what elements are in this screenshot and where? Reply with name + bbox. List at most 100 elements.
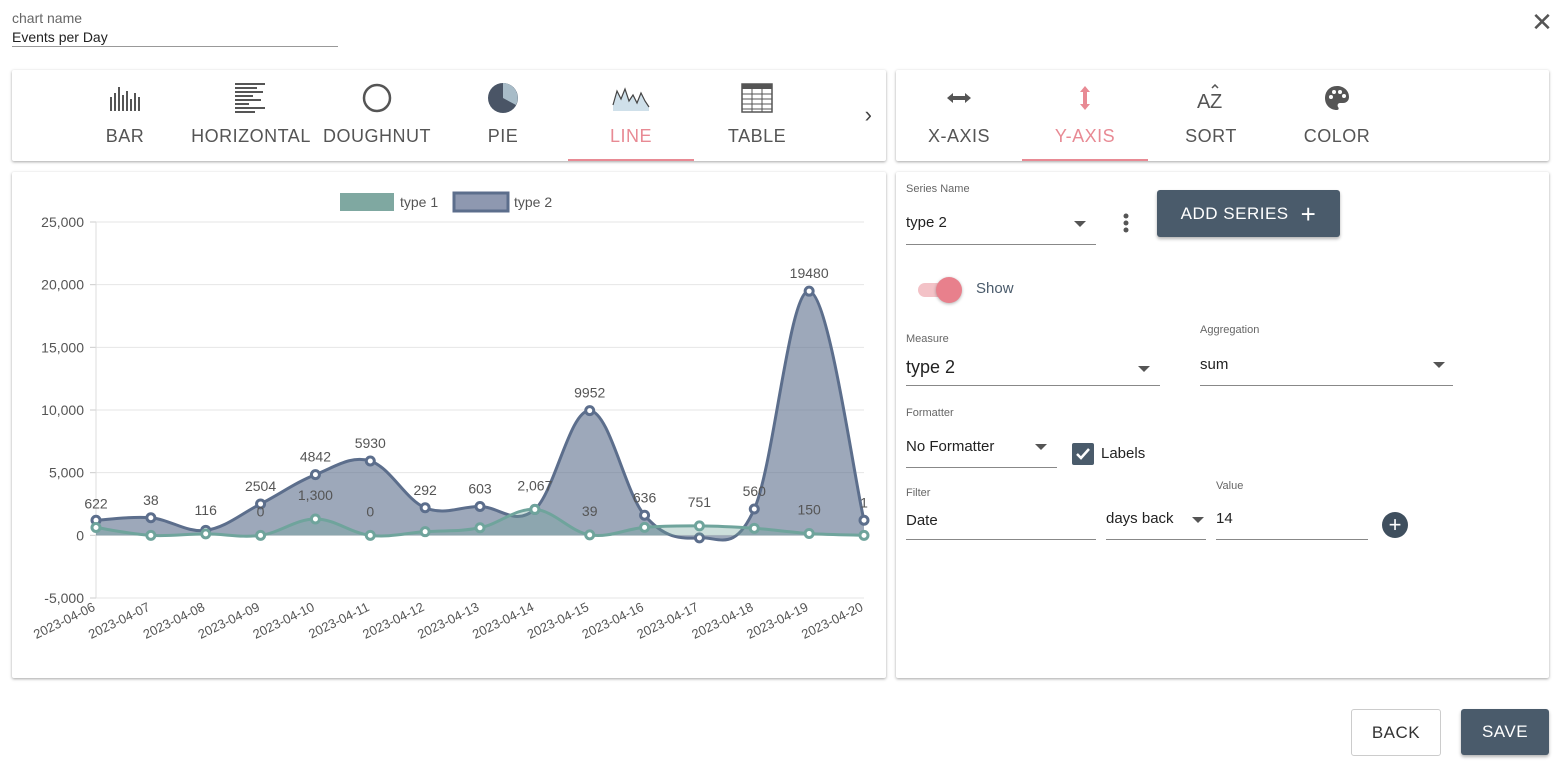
bar-chart-icon [62, 82, 188, 114]
x-tick-label: 2023-04-09 [196, 599, 262, 642]
legend-swatch [340, 193, 394, 211]
caret-down-icon [1074, 221, 1086, 227]
series-settings-panel: Series Name type 2 ADD SERIES + Show Mea… [896, 172, 1549, 678]
filter-label: Filter [906, 487, 931, 499]
data-label: 39 [582, 503, 598, 519]
data-point [309, 469, 321, 481]
horizontal-arrows-icon [896, 82, 1022, 114]
data-label: 751 [688, 494, 712, 510]
labels-checkbox-label: Labels [1101, 445, 1146, 462]
x-tick-label: 2023-04-20 [799, 599, 865, 642]
pie-icon [440, 82, 566, 114]
line-chart: 25,00020,00015,00010,0005,0000-5,0002023… [31, 191, 870, 642]
data-label: 150 [797, 501, 821, 517]
tab-table[interactable]: TABLE [694, 70, 820, 161]
aggregation-value: sum [1200, 356, 1229, 373]
tab-color[interactable]: COLOR [1274, 70, 1400, 161]
svg-text:A: A [1197, 91, 1211, 112]
legend-label: type 1 [400, 194, 438, 210]
tab-pie[interactable]: PIE [440, 70, 566, 161]
caret-down-icon [1433, 362, 1445, 368]
tab-bar[interactable]: BAR [62, 70, 188, 161]
formatter-value: No Formatter [906, 438, 995, 455]
tab-label: HORIZONTAL [191, 126, 311, 146]
filter-field-input[interactable]: Date [906, 512, 1096, 540]
data-point [748, 522, 760, 534]
save-label: SAVE [1481, 722, 1529, 741]
y-tick-label: 15,000 [41, 339, 84, 355]
data-label: 5930 [355, 435, 386, 451]
aggregation-select[interactable]: sum [1200, 356, 1453, 386]
x-tick-label: 2023-04-10 [250, 599, 316, 642]
data-label: 19480 [790, 265, 829, 281]
chart-preview: 25,000 20,000 15,000 10,000 5,000 0 -5,000 2023… [12, 172, 886, 678]
measure-select[interactable]: type 2 [906, 357, 1160, 386]
tab-label: BAR [105, 126, 145, 146]
save-button[interactable]: SAVE [1461, 709, 1549, 755]
data-point [529, 503, 541, 515]
back-label: BACK [1371, 722, 1421, 742]
data-label: 636 [633, 489, 657, 505]
data-point [639, 521, 651, 533]
horizontal-bar-icon [188, 82, 314, 114]
data-point [255, 498, 267, 510]
tab-label: TABLE [727, 126, 787, 146]
tab-y-axis[interactable]: Y-AXIS [1022, 70, 1148, 161]
data-label: 4842 [300, 449, 331, 465]
chart-name-label: chart name [12, 10, 83, 26]
series-name-value: type 2 [906, 214, 947, 231]
data-point [474, 522, 486, 534]
caret-down-icon [1138, 366, 1150, 372]
add-series-label: ADD SERIES [1180, 203, 1289, 223]
labels-checkbox[interactable] [1072, 443, 1094, 465]
chart-name-input[interactable] [12, 28, 338, 47]
data-point [419, 502, 431, 514]
more-vertical-icon[interactable] [1120, 212, 1132, 236]
tab-x-axis[interactable]: X-AXIS [896, 70, 1022, 161]
caret-down-icon [1192, 517, 1204, 523]
tab-line[interactable]: LINE [568, 70, 694, 161]
tab-horizontal[interactable]: HORIZONTAL [188, 70, 314, 161]
tab-label: DOUGHNUT [323, 126, 431, 146]
x-tick-label: 2023-04-15 [525, 599, 591, 642]
data-point [364, 529, 376, 541]
plus-icon: + [1388, 512, 1402, 537]
data-label: 2,067 [517, 477, 552, 493]
data-label: 2504 [245, 478, 276, 494]
data-label: 0 [366, 503, 374, 519]
data-point [693, 532, 705, 544]
filter-mode-select[interactable]: days back [1106, 510, 1206, 540]
tab-label: SORT [1185, 126, 1237, 146]
filter-field-value: Date [906, 512, 938, 529]
data-point [419, 526, 431, 538]
legend-label: type 2 [514, 194, 552, 210]
close-icon[interactable]: ✕ [1531, 7, 1553, 37]
back-button[interactable]: BACK [1351, 709, 1441, 756]
y-tick-label: 10,000 [41, 402, 84, 418]
data-point [145, 529, 157, 541]
tab-sort[interactable]: A Z SORT [1148, 70, 1274, 161]
formatter-select[interactable]: No Formatter [906, 438, 1057, 468]
data-point [693, 520, 705, 532]
chart-type-tabs: BAR HORIZONTAL DOUGHNUT [12, 70, 886, 161]
add-filter-button[interactable]: + [1382, 512, 1408, 538]
tab-label: X-AXIS [927, 126, 991, 146]
line-chart-icon [568, 82, 694, 114]
series-name-select[interactable]: type 2 [906, 214, 1096, 245]
chevron-right-icon[interactable]: › [864, 102, 872, 127]
data-point [200, 528, 212, 540]
data-label: 292 [413, 482, 437, 498]
aggregation-label: Aggregation [1200, 324, 1260, 336]
data-label: 1,300 [298, 487, 333, 503]
measure-value: type 2 [906, 357, 956, 377]
x-tick-label: 2023-04-07 [86, 599, 152, 642]
y-tick-label: 20,000 [41, 277, 84, 293]
data-label: 38 [143, 492, 159, 508]
add-series-button[interactable]: ADD SERIES + [1157, 190, 1340, 237]
svg-text:Z: Z [1210, 91, 1222, 112]
tab-doughnut[interactable]: DOUGHNUT [314, 70, 440, 161]
tab-label: LINE [609, 126, 653, 146]
x-tick-label: 2023-04-08 [141, 599, 207, 642]
filter-value-input[interactable]: 14 [1216, 510, 1368, 540]
show-toggle[interactable] [916, 276, 970, 304]
